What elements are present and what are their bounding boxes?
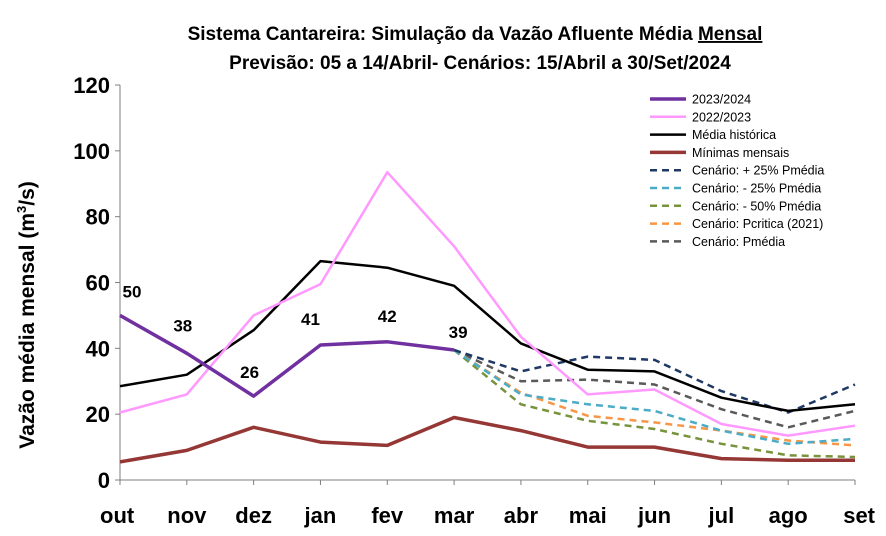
y-tick-label: 40 bbox=[86, 336, 110, 361]
data-label: 39 bbox=[449, 323, 468, 342]
chart-title-line-1: Sistema Cantareira: Simulação da Vazão A… bbox=[188, 24, 763, 45]
legend-entry: Cenário: - 50% Pmédia bbox=[692, 199, 821, 213]
y-ticks: 0 20 40 60 80 100 120 bbox=[73, 73, 120, 493]
y-tick-label: 60 bbox=[86, 271, 110, 296]
series-line-0 bbox=[119, 313, 455, 398]
data-label: 38 bbox=[173, 316, 192, 335]
legend-entry: Cenário: - 25% Pmédia bbox=[692, 182, 821, 196]
data-label: 42 bbox=[378, 307, 397, 326]
x-tick-label: jul bbox=[708, 503, 735, 528]
x-ticks: out nov dez jan fev mar abr mai jun jul ago set bbox=[100, 480, 876, 528]
legend-entry: Cenário: Pmédia bbox=[692, 235, 785, 249]
data-label: 41 bbox=[301, 310, 320, 329]
x-tick-label: out bbox=[100, 503, 135, 528]
data-label: 26 bbox=[240, 363, 259, 382]
y-tick-label: 20 bbox=[86, 402, 110, 427]
x-tick-label: set bbox=[843, 503, 875, 528]
legend-entry: 2022/2023 bbox=[692, 110, 751, 124]
y-tick-label: 80 bbox=[86, 205, 110, 230]
legend-entry: Cenário: Pcritica (2021) bbox=[692, 217, 823, 231]
chart-title-line-2: Previsão: 05 a 14/Abril- Cenários: 15/Ab… bbox=[229, 53, 731, 74]
series-line-6 bbox=[453, 349, 856, 459]
legend-entry: Mínimas mensais bbox=[692, 146, 789, 160]
title-underlined-word: Mensal bbox=[698, 24, 762, 45]
x-tick-label: dez bbox=[235, 503, 272, 528]
series-line-3 bbox=[119, 415, 855, 464]
legend: 2023/2024 2022/2023 Média histórica Mínimas… bbox=[650, 93, 824, 249]
series-layer bbox=[119, 170, 856, 464]
series-line-5 bbox=[453, 348, 856, 446]
x-tick-label: abr bbox=[504, 503, 539, 528]
x-tick-label: jan bbox=[304, 503, 337, 528]
legend-entry: Cenário: + 25% Pmédia bbox=[692, 164, 824, 178]
x-tick-label: ago bbox=[769, 503, 808, 528]
series-line-8 bbox=[453, 348, 856, 429]
data-labels: 50 38 26 41 42 39 bbox=[123, 282, 468, 382]
series-line-4 bbox=[453, 348, 856, 414]
series-line-1 bbox=[119, 170, 856, 437]
series-line-2 bbox=[119, 259, 856, 413]
x-tick-label: jun bbox=[637, 503, 671, 528]
legend-entry: 2023/2024 bbox=[692, 93, 751, 107]
x-tick-label: mar bbox=[434, 503, 475, 528]
x-tick-label: mai bbox=[569, 503, 607, 528]
data-label: 50 bbox=[123, 282, 142, 301]
legend-entry: Média histórica bbox=[692, 128, 776, 142]
x-tick-label: nov bbox=[167, 503, 207, 528]
series-line-7 bbox=[453, 348, 856, 447]
y-tick-label: 100 bbox=[73, 139, 110, 164]
y-tick-label: 120 bbox=[73, 73, 110, 98]
y-axis-label: Vazão média mensal (m3/s) bbox=[14, 181, 39, 449]
y-tick-label: 0 bbox=[98, 468, 110, 493]
x-tick-label: fev bbox=[371, 503, 404, 528]
